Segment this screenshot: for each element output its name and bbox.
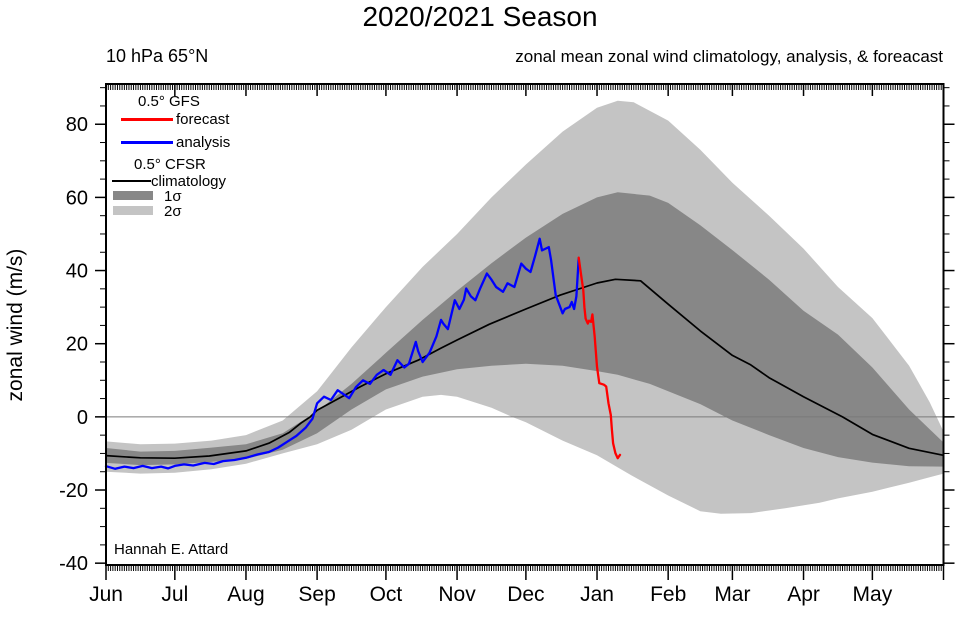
legend-forecast-label: forecast <box>176 111 230 128</box>
forecast-line <box>577 256 622 460</box>
legend-analysis-label: analysis <box>176 134 231 151</box>
y-tick-label: 0 <box>77 407 88 429</box>
x-tick-label: Feb <box>650 583 686 606</box>
subtitle-pressure-level: 10 hPa 65°N <box>106 46 209 66</box>
legend-climatology-line-swatch <box>112 180 151 182</box>
x-tick-label: Aug <box>227 583 264 606</box>
x-tick-label: Sep <box>298 583 335 606</box>
x-tick-label: Mar <box>714 583 750 606</box>
y-tick-label: -20 <box>59 480 88 502</box>
legend-sigma2-label: 2σ <box>164 203 182 220</box>
y-tick-label: 20 <box>66 334 88 356</box>
x-tick-label: Jul <box>161 583 188 606</box>
y-tick-label: 80 <box>66 114 88 136</box>
legend-climatology-label: climatology <box>151 173 227 190</box>
x-tick-label: Nov <box>438 583 476 606</box>
analysis-line <box>104 237 580 470</box>
x-tick-label: Apr <box>787 583 820 606</box>
y-tick-label: 60 <box>66 187 88 209</box>
sigma1-band <box>106 192 944 467</box>
x-tick-label: Jan <box>580 583 614 606</box>
legend-sigma1-swatch <box>113 191 153 200</box>
y-tick-label: -40 <box>59 553 88 575</box>
legend-sigma2-swatch <box>113 206 153 215</box>
legend: 0.5° GFS forecast analysis 0.5° CFSR cli… <box>106 88 336 228</box>
x-tick-label: Oct <box>370 583 403 606</box>
legend-forecast-line-swatch <box>121 118 173 121</box>
legend-gfs-header: 0.5° GFS <box>138 93 200 110</box>
climatology-line <box>105 278 945 460</box>
legend-sigma1-label: 1σ <box>164 188 182 205</box>
legend-analysis-line-swatch <box>121 141 173 144</box>
page-title: 2020/2021 Season <box>362 1 598 32</box>
x-tick-label: May <box>853 583 893 606</box>
subtitle-description: zonal mean zonal wind climatology, analy… <box>515 47 943 66</box>
y-tick-label: 40 <box>66 261 88 283</box>
plot-frame <box>105 83 945 566</box>
x-tick-label: Dec <box>507 583 544 606</box>
x-tick-label: Jun <box>89 583 123 606</box>
attribution: Hannah E. Attard <box>114 541 229 558</box>
legend-cfsr-header: 0.5° CFSR <box>134 156 206 173</box>
